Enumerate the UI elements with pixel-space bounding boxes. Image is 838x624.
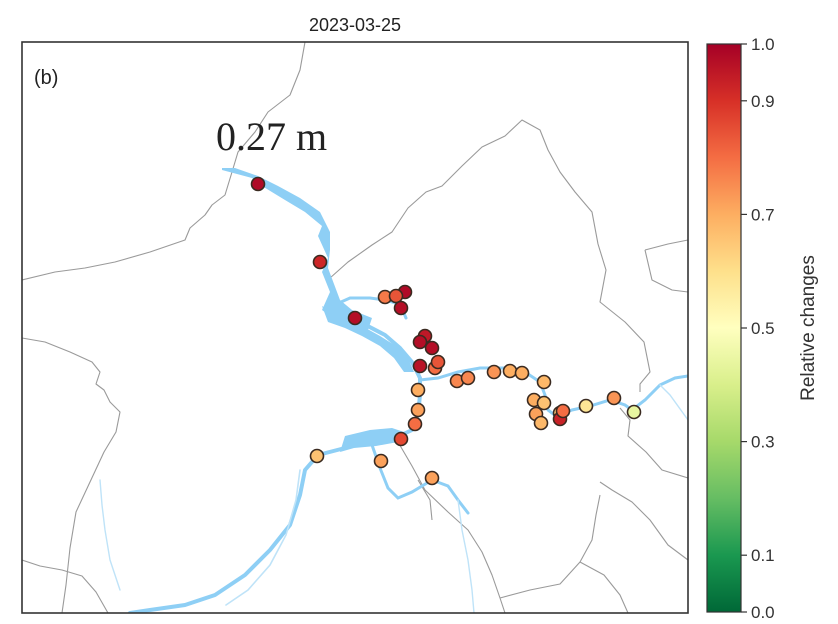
station-marker[interactable] (412, 334, 428, 350)
station-marker[interactable] (373, 453, 389, 469)
station-marker[interactable] (626, 404, 642, 420)
river-south-small (457, 499, 475, 613)
map-area (22, 42, 688, 613)
station-marker[interactable] (424, 340, 440, 356)
station-marker[interactable] (536, 395, 552, 411)
colorbar-tick-label: 0.3 (751, 433, 775, 452)
station-markers (250, 176, 642, 486)
station-marker[interactable] (555, 403, 571, 419)
map-frame (21, 41, 689, 614)
colorbar-tick-label: 1.0 (751, 35, 775, 54)
boundary-southeast (619, 407, 688, 479)
station-marker[interactable] (250, 176, 266, 192)
map-title: 2023-03-25 (309, 15, 401, 35)
admin-boundaries (22, 42, 688, 613)
station-marker[interactable] (502, 363, 518, 379)
boundary-northwest (22, 42, 306, 281)
station-marker[interactable] (312, 254, 328, 270)
river-southwest (225, 469, 301, 606)
colorbar-tick-label: 0.5 (751, 319, 775, 338)
colorbar-ticks: 1.0 0.9 0.7 0.5 0.3 0.1 0.0 (741, 35, 775, 622)
colorbar-tick-label: 0.9 (751, 92, 775, 111)
river-east-small (659, 384, 688, 421)
boundary-west-lower (22, 337, 121, 613)
station-marker[interactable] (514, 365, 530, 381)
boundary-east (644, 239, 688, 251)
colorbar-label: Relative changes (798, 255, 819, 401)
station-marker[interactable] (393, 431, 409, 447)
station-marker[interactable] (412, 358, 428, 374)
boundary-south-east2 (599, 481, 688, 561)
boundary-far-south (579, 561, 629, 613)
station-marker[interactable] (430, 354, 446, 370)
station-marker[interactable] (410, 402, 426, 418)
colorbar-tick-label: 0.1 (751, 546, 775, 565)
estuary-upper (222, 168, 372, 330)
station-marker[interactable] (424, 470, 440, 486)
station-marker[interactable] (410, 382, 426, 398)
station-marker[interactable] (486, 364, 502, 380)
station-marker[interactable] (460, 370, 476, 386)
panel-label: (b) (34, 67, 58, 89)
station-marker[interactable] (347, 310, 363, 326)
estuary-widening (322, 306, 414, 372)
colorbar-gradient (706, 43, 742, 613)
max-depth-annotation: 0.27 m (216, 114, 327, 159)
boundary-south (397, 441, 506, 613)
colorbar-tick-label: 0.0 (751, 603, 775, 622)
station-marker[interactable] (388, 288, 404, 304)
station-marker[interactable] (407, 416, 423, 432)
boundary-east-mid (644, 249, 688, 293)
boundary-central-north (329, 119, 651, 392)
colorbar-tick-label: 0.7 (751, 205, 775, 224)
water-bodies (99, 168, 688, 613)
station-marker[interactable] (309, 448, 325, 464)
station-marker[interactable] (606, 390, 622, 406)
station-marker[interactable] (533, 415, 549, 431)
boundary-southwest-coast (22, 559, 109, 613)
colorbar: 1.0 0.9 0.7 0.5 0.3 0.1 0.0 Relative changes (706, 35, 819, 622)
station-marker[interactable] (393, 300, 409, 316)
station-marker[interactable] (536, 374, 552, 390)
river-west-small (99, 479, 121, 591)
delta-lower (340, 428, 404, 452)
river-south-branch (370, 443, 470, 515)
station-marker[interactable] (578, 398, 594, 414)
